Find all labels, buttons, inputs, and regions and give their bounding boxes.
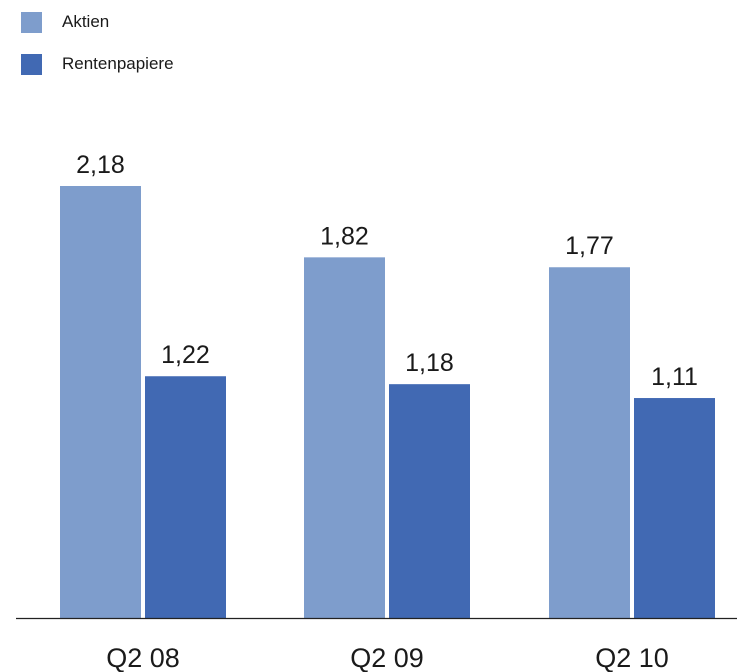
x-tick-label-3: Q2 10 xyxy=(595,643,669,672)
bar-aktien-1 xyxy=(60,186,141,618)
bar-rentenpapiere-3 xyxy=(634,398,715,618)
data-label-aktien-3: 1,77 xyxy=(565,232,614,260)
bar-rentenpapiere-1 xyxy=(145,376,226,618)
data-label-rentenpapiere-3: 1,11 xyxy=(651,363,698,391)
legend-swatch-aktien xyxy=(21,11,42,33)
legend-label-aktien: Aktien xyxy=(62,12,110,31)
bar-aktien-3 xyxy=(549,267,630,618)
bar-rentenpapiere-2 xyxy=(389,384,470,618)
legend: Aktien Rentenpapiere xyxy=(21,6,174,90)
bar-aktien-2 xyxy=(304,257,385,618)
legend-label-rentenpapiere: Rentenpapiere xyxy=(62,54,174,73)
data-label-rentenpapiere-2: 1,18 xyxy=(405,349,454,377)
data-label-aktien-1: 2,18 xyxy=(76,151,125,179)
data-label-aktien-2: 1,82 xyxy=(320,222,369,250)
x-tick-label-1: Q2 08 xyxy=(106,643,180,672)
legend-swatch-rentenpapiere xyxy=(21,53,42,75)
data-label-rentenpapiere-1: 1,22 xyxy=(161,341,210,369)
legend-item-rentenpapiere: Rentenpapiere xyxy=(21,48,174,80)
x-tick-label-2: Q2 09 xyxy=(350,643,424,672)
legend-item-aktien: Aktien xyxy=(21,6,174,38)
